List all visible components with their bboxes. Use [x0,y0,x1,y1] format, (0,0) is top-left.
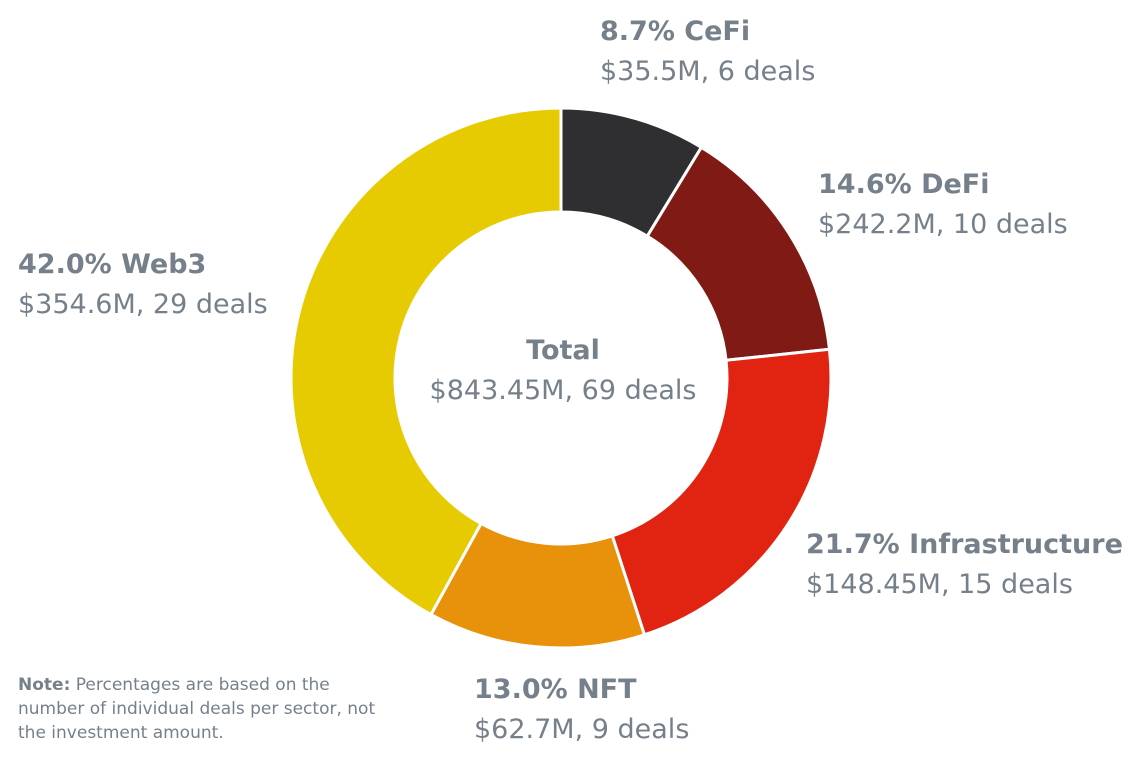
label-web3: 42.0% Web3 $354.6M, 29 deals [18,245,268,325]
footnote: Note: Percentages are based on the numbe… [18,673,378,745]
label-cefi-amount: $35.5M, 6 deals [600,56,816,87]
label-cefi-title: 8.7% CeFi [600,16,751,47]
label-nft: 13.0% NFT $62.7M, 9 deals [474,670,689,750]
label-infrastructure-title: 21.7% Infrastructure [806,529,1123,560]
total-amount: $843.45M, 69 deals [429,375,697,406]
label-defi: 14.6% DeFi $242.2M, 10 deals [818,165,1068,245]
footnote-text: Percentages are based on the number of i… [18,675,376,743]
label-defi-amount: $242.2M, 10 deals [818,209,1068,240]
footnote-title: Note: [18,675,71,695]
label-web3-title: 42.0% Web3 [18,249,207,280]
label-web3-amount: $354.6M, 29 deals [18,289,268,320]
label-cefi: 8.7% CeFi $35.5M, 6 deals [600,12,815,92]
total-title: Total [526,335,600,366]
label-defi-title: 14.6% DeFi [818,169,990,200]
label-infrastructure: 21.7% Infrastructure $148.45M, 15 deals [806,525,1123,605]
label-nft-amount: $62.7M, 9 deals [474,714,690,745]
label-nft-title: 13.0% NFT [474,674,637,705]
total-label: Total $843.45M, 69 deals [363,331,763,411]
slice-infrastructure [610,347,833,637]
label-infrastructure-amount: $148.45M, 15 deals [806,569,1073,600]
slice-web3 [289,106,563,617]
